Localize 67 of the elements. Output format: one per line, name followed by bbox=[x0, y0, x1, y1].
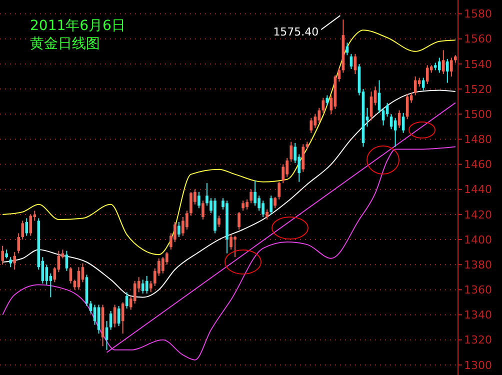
candlestick bbox=[258, 195, 260, 212]
candlestick bbox=[65, 250, 68, 272]
y-tick-label: 1420 bbox=[464, 208, 492, 222]
text: 2011年6月6日 bbox=[30, 18, 126, 34]
y-tick-label: 1480 bbox=[464, 133, 492, 146]
candlestick bbox=[314, 114, 317, 128]
candlestick bbox=[9, 256, 12, 268]
candlestick bbox=[302, 144, 305, 172]
candlestick bbox=[250, 188, 252, 204]
candlestick bbox=[278, 181, 280, 200]
candlestick bbox=[274, 196, 276, 209]
y-tick-label: 1540 bbox=[464, 58, 492, 71]
candlestick bbox=[310, 117, 313, 134]
y-tick-label: 1380 bbox=[464, 258, 492, 272]
y-tick-label: 1500 bbox=[464, 108, 492, 121]
candlestick bbox=[29, 214, 32, 236]
candlestick bbox=[246, 198, 248, 210]
candlestick bbox=[17, 232, 20, 254]
candlestick bbox=[182, 216, 184, 236]
candlestick bbox=[438, 57, 441, 74]
candlestick bbox=[446, 58, 449, 84]
candlestick bbox=[206, 182, 208, 206]
y-tick-label: 1340 bbox=[464, 308, 492, 322]
candlestick bbox=[161, 256, 164, 274]
candlestick bbox=[149, 280, 152, 293]
y-tick-label: 1460 bbox=[464, 158, 492, 172]
candlestick bbox=[402, 112, 405, 134]
candlestick bbox=[262, 200, 264, 218]
candlestick bbox=[45, 264, 48, 286]
candlestick bbox=[242, 200, 244, 212]
y-tick-label: 1400 bbox=[464, 233, 492, 246]
y-tick-label: 1360 bbox=[464, 284, 492, 297]
y-tick-label: 1560 bbox=[464, 32, 492, 46]
candlestick bbox=[238, 211, 240, 230]
y-tick-label: 1300 bbox=[464, 358, 492, 372]
line-series bbox=[2, 90, 456, 298]
candlestick bbox=[186, 210, 188, 230]
candlestick bbox=[254, 180, 256, 206]
candlestick bbox=[442, 50, 445, 74]
candlestick bbox=[218, 215, 220, 228]
y-tick-label: 1440 bbox=[464, 183, 492, 196]
candlestick bbox=[13, 252, 16, 270]
candlestick bbox=[25, 218, 28, 236]
candlestick bbox=[145, 275, 148, 294]
candlestick bbox=[109, 310, 112, 330]
text: 黄金日线图 bbox=[30, 36, 100, 52]
candlestick bbox=[21, 220, 24, 240]
y-tick-label: 1520 bbox=[464, 82, 492, 96]
candlestick bbox=[141, 279, 144, 294]
candlestick bbox=[286, 158, 289, 178]
y-tick-label: 1320 bbox=[464, 334, 492, 347]
candlestick bbox=[198, 191, 200, 209]
annotation: 1575.40 bbox=[273, 26, 319, 39]
candlestick bbox=[1, 245, 4, 266]
candlestick bbox=[234, 235, 236, 258]
candlestick bbox=[282, 164, 284, 184]
candlestick bbox=[178, 221, 180, 238]
candlestick bbox=[450, 57, 453, 78]
candlestick bbox=[270, 195, 272, 215]
candlestick bbox=[202, 200, 204, 220]
candlestick bbox=[290, 141, 293, 162]
candlestick bbox=[230, 234, 232, 250]
candlestick bbox=[190, 191, 192, 216]
candlestick bbox=[266, 208, 268, 220]
candlestick bbox=[426, 64, 429, 85]
candlestick bbox=[174, 221, 176, 243]
y-tick-label: 1580 bbox=[464, 8, 492, 21]
